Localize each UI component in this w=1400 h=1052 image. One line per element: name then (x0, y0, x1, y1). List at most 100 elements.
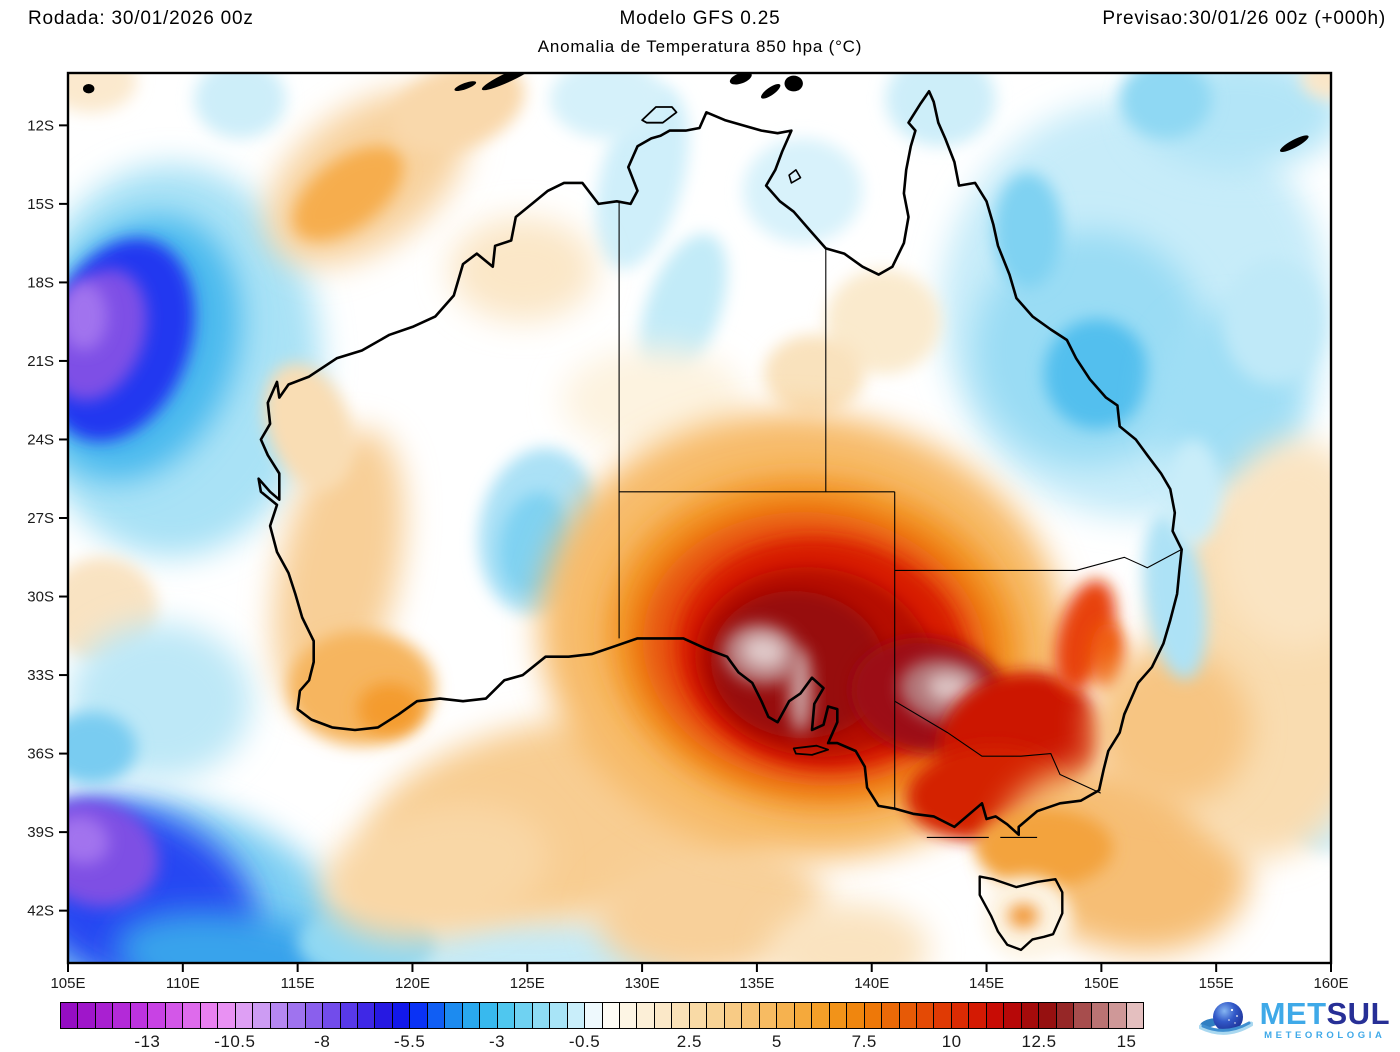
colorbar-cell (811, 1003, 829, 1028)
colorbar-cell (671, 1003, 689, 1028)
colorbar-cell (531, 1003, 550, 1028)
title-block: Modelo GFS 0.25 Anomalia de Temperatura … (0, 8, 1400, 57)
colorbar-cell (391, 1003, 410, 1028)
brand-primary: MET (1259, 995, 1327, 1031)
colorbar-cell (287, 1003, 305, 1028)
lon-label: 130E (625, 975, 660, 992)
colorbar-cell (950, 1003, 969, 1028)
colorbar-cell (601, 1003, 619, 1028)
lat-label: 30S (27, 589, 54, 606)
anomaly-blob-so-warm-band-s (596, 844, 826, 963)
anomaly-blob-heat-peak-white-e (927, 673, 973, 703)
lon-label: 135E (739, 975, 774, 992)
anomaly-blob-sw-wa-warm-core (357, 682, 422, 736)
colorbar-cell (688, 1003, 707, 1028)
colorbar-label: 15 (1116, 1032, 1137, 1051)
colorbar-cells (60, 1002, 1144, 1029)
colorbar-cell (182, 1003, 200, 1028)
anomaly-blob-top-left-warm (68, 73, 137, 113)
colorbar-cell (584, 1003, 602, 1028)
colorbar-label: 10 (941, 1032, 962, 1051)
state-border (894, 700, 1101, 794)
lon-label: 160E (1313, 975, 1348, 992)
colorbar-cell (1055, 1003, 1074, 1028)
lon-label: 125E (510, 975, 545, 992)
island (761, 83, 781, 99)
anomaly-blob-nw-warm-band-core (292, 146, 404, 241)
lon-label: 150E (1084, 975, 1119, 992)
lon-label: 120E (395, 975, 430, 992)
colorbar-cell (915, 1003, 934, 1028)
colorbar-cell (776, 1003, 794, 1028)
lat-label: 33S (27, 667, 54, 684)
state-border (894, 548, 1182, 571)
brand-tagline: METEOROLOGIA (1264, 1029, 1386, 1041)
colorbar-label: -3 (489, 1032, 506, 1051)
anomaly-blob-top-right-cool-core (1119, 73, 1212, 139)
lat-label: 39S (27, 824, 54, 841)
colorbar-cell (339, 1003, 357, 1028)
colorbar-cell (1090, 1003, 1109, 1028)
colorbar-cell (619, 1003, 637, 1028)
anomaly-blob-qld-interior-warm-2 (763, 334, 865, 414)
colorbar-cell (496, 1003, 515, 1028)
colorbar-cell (129, 1003, 148, 1028)
colorbar-label: -0.5 (568, 1032, 601, 1051)
anomaly-blob-torres-cool (885, 73, 996, 147)
colorbar-cell (828, 1003, 847, 1028)
colorbar-cell (94, 1003, 113, 1028)
colorbar-cell (461, 1003, 480, 1028)
lon-label: 105E (50, 975, 85, 992)
brand-secondary: SUL (1326, 995, 1390, 1031)
colorbar-label: -10.5 (214, 1032, 256, 1051)
anomaly-blob-tasman-warm-n (1216, 439, 1331, 649)
metsul-planet-icon (1198, 1002, 1253, 1035)
colorbar-cell (269, 1003, 288, 1028)
island (454, 81, 477, 91)
colorbar-cell (304, 1003, 323, 1028)
colorbar-cell (863, 1003, 882, 1028)
colorbar-cell (723, 1003, 742, 1028)
colorbar-labels: -13 -10.5 -8 -5.5 -3 -0.5 2.5 5 7.5 10 12.5 15 (60, 1029, 1144, 1051)
colorbar-legend: -13 -10.5 -8 -5.5 -3 -0.5 2.5 5 7.5 10 12.5 15 (60, 1002, 1144, 1051)
anomaly-blob-nsw-coast-cool-strip (1142, 513, 1207, 680)
metsul-logo: METSUL METEOROLOGIA (1198, 995, 1390, 1042)
colorbar-cell (479, 1003, 497, 1028)
anomaly-blob-kimberley-warm (449, 216, 597, 322)
lat-label: 15S (27, 196, 54, 213)
anomaly-blob-top-right-corner-warm (1301, 73, 1331, 100)
colorbar-label: -8 (314, 1032, 331, 1051)
anomaly-blob-tasman-warm-mid (1089, 648, 1251, 806)
colorbar-cell (112, 1003, 130, 1028)
lon-label: 155E (1199, 975, 1234, 992)
anomaly-blob-nw-cape-warm (264, 363, 354, 490)
anomaly-blob-tasmania-warm-spot (1008, 904, 1039, 928)
anomaly-blob-qld-interior-warm (825, 269, 941, 375)
colorbar-cell (322, 1003, 340, 1028)
colorbar-cell (426, 1003, 445, 1028)
anomaly-blob-qld-se-coast-cool (1165, 439, 1221, 545)
australia-coastline (257, 90, 1183, 836)
anomaly-blob-top-left-cool-patch (194, 73, 287, 139)
colorbar-cell (549, 1003, 567, 1028)
colorbar-label: -13 (134, 1032, 161, 1051)
anomaly-blob-so-warm-band-w (322, 803, 549, 940)
colorbar-cell (968, 1003, 986, 1028)
colorbar-cell (444, 1003, 462, 1028)
colorbar-cell (793, 1003, 812, 1028)
colorbar-cell (199, 1003, 218, 1028)
colorbar-cell (985, 1003, 1004, 1028)
anomaly-blob-coral-sea-cool-ne (1223, 258, 1325, 385)
lat-label: 18S (27, 274, 54, 291)
colorbar-cell (1038, 1003, 1056, 1028)
island (481, 73, 536, 91)
lat-label: 36S (27, 746, 54, 763)
anomaly-blob-left-mid-cool-core (68, 711, 137, 785)
colorbar-cell (374, 1003, 392, 1028)
anomaly-field (68, 73, 1331, 963)
colorbar-cell (252, 1003, 270, 1028)
colorbar-cell (758, 1003, 777, 1028)
geography-layer (83, 73, 1309, 952)
colorbar-label: 7.5 (851, 1032, 877, 1051)
